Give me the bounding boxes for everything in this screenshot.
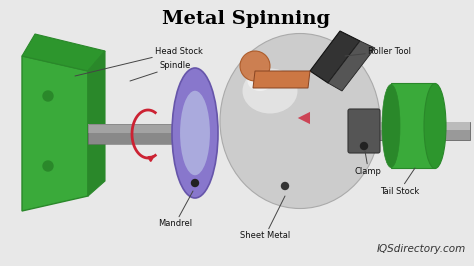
Polygon shape bbox=[310, 31, 360, 83]
Text: Roller Tool: Roller Tool bbox=[345, 47, 411, 56]
Circle shape bbox=[43, 91, 53, 101]
Ellipse shape bbox=[382, 85, 400, 168]
Polygon shape bbox=[253, 71, 310, 88]
Circle shape bbox=[43, 161, 53, 171]
Text: Mandrel: Mandrel bbox=[158, 191, 193, 228]
Polygon shape bbox=[22, 34, 105, 71]
Ellipse shape bbox=[247, 71, 273, 91]
Ellipse shape bbox=[172, 68, 218, 198]
Text: Tail Stock: Tail Stock bbox=[380, 168, 419, 196]
Circle shape bbox=[361, 143, 367, 149]
Bar bbox=[88, 124, 188, 133]
Circle shape bbox=[191, 180, 199, 186]
Bar bbox=[88, 124, 188, 144]
Text: Head Stock: Head Stock bbox=[75, 47, 203, 76]
Bar bbox=[350, 122, 470, 130]
Ellipse shape bbox=[424, 84, 446, 168]
Ellipse shape bbox=[220, 34, 380, 209]
Polygon shape bbox=[328, 41, 375, 91]
Text: Spindle: Spindle bbox=[130, 61, 191, 81]
FancyBboxPatch shape bbox=[348, 109, 380, 153]
Bar bbox=[88, 124, 188, 144]
Ellipse shape bbox=[180, 91, 210, 175]
Text: IQSdirectory.com: IQSdirectory.com bbox=[377, 244, 466, 254]
Text: Clamp: Clamp bbox=[355, 151, 382, 176]
Text: Metal Spinning: Metal Spinning bbox=[163, 10, 330, 28]
Circle shape bbox=[282, 182, 289, 189]
Polygon shape bbox=[22, 56, 88, 211]
Polygon shape bbox=[88, 51, 105, 196]
Text: Sheet Metal: Sheet Metal bbox=[240, 196, 290, 240]
Bar bbox=[350, 122, 470, 140]
Bar bbox=[391, 83, 435, 168]
Ellipse shape bbox=[243, 69, 298, 114]
Ellipse shape bbox=[240, 51, 270, 81]
